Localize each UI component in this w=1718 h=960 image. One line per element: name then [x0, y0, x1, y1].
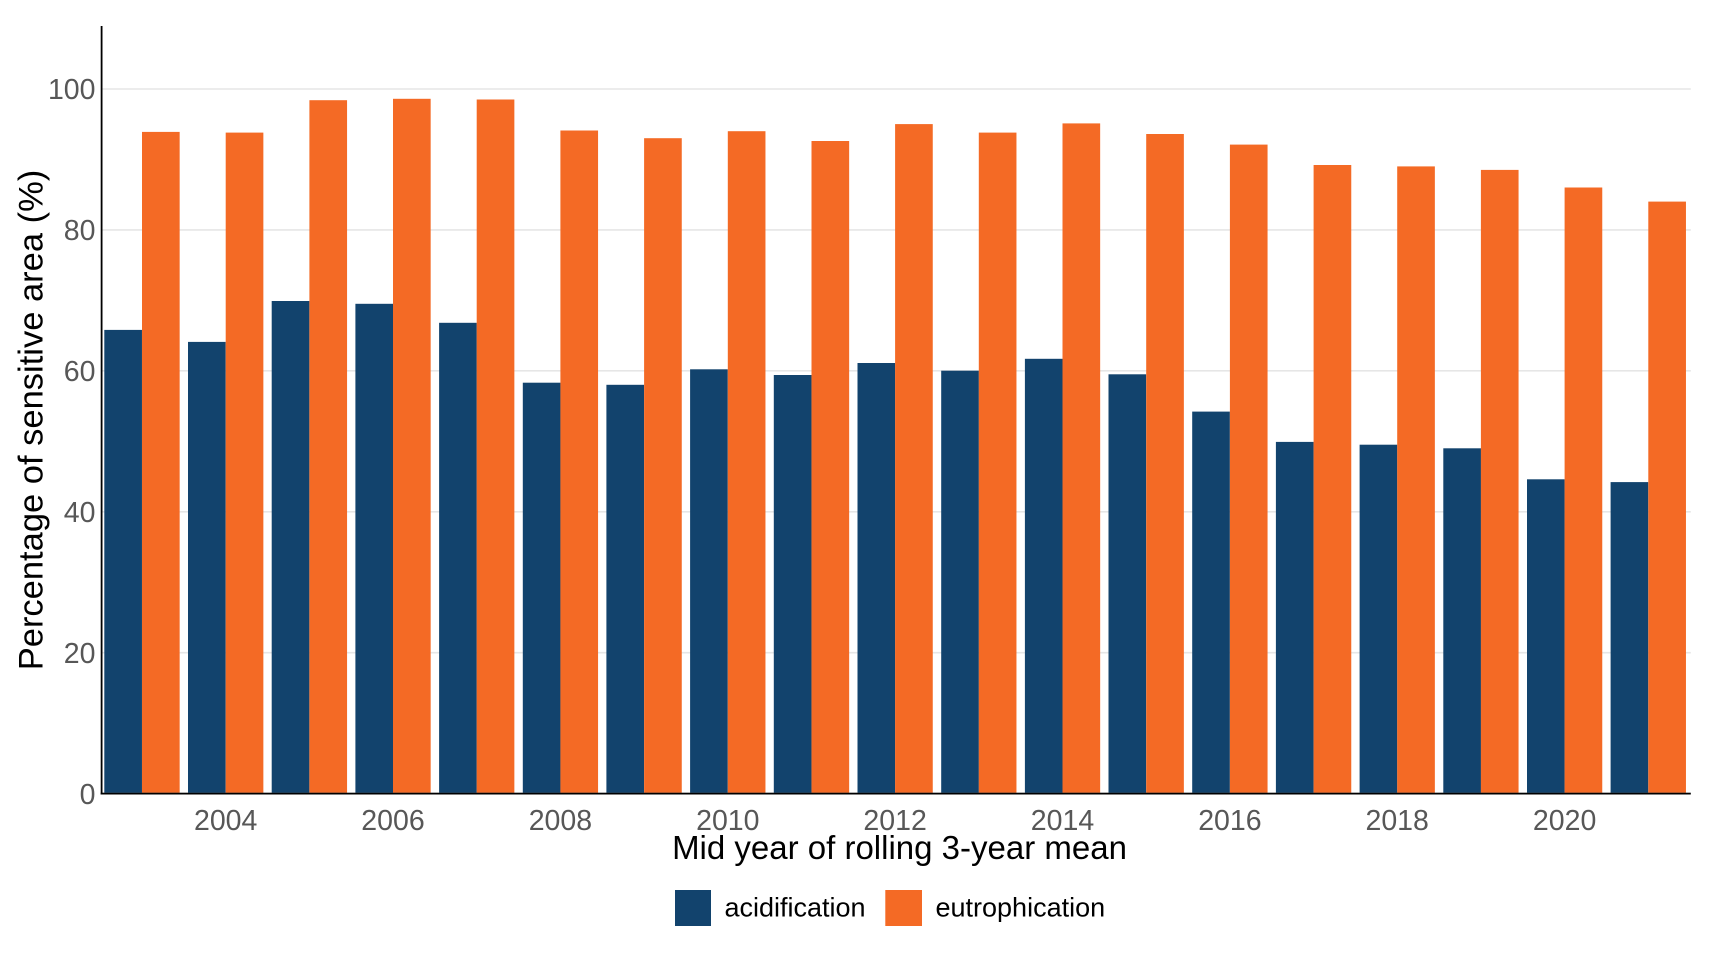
svg-text:20: 20 — [64, 638, 96, 670]
svg-text:80: 80 — [64, 215, 96, 247]
svg-text:Mid year of rolling 3-year mea: Mid year of rolling 3-year mean — [672, 829, 1127, 866]
svg-text:2004: 2004 — [194, 805, 258, 837]
svg-text:Percentage of sensitive area (: Percentage of sensitive area (%) — [13, 170, 51, 671]
svg-text:eutrophication: eutrophication — [936, 893, 1106, 923]
svg-text:2018: 2018 — [1365, 805, 1428, 837]
svg-text:40: 40 — [64, 497, 96, 529]
svg-text:2008: 2008 — [529, 805, 592, 837]
svg-text:acidification: acidification — [725, 893, 866, 923]
svg-text:0: 0 — [80, 779, 96, 811]
svg-text:60: 60 — [64, 356, 96, 388]
svg-text:2020: 2020 — [1533, 805, 1596, 837]
svg-text:2016: 2016 — [1198, 805, 1261, 837]
svg-text:2012: 2012 — [863, 805, 926, 837]
svg-text:2010: 2010 — [696, 805, 759, 837]
svg-text:2006: 2006 — [361, 805, 424, 837]
svg-text:2014: 2014 — [1031, 805, 1095, 837]
svg-text:100: 100 — [48, 74, 96, 106]
